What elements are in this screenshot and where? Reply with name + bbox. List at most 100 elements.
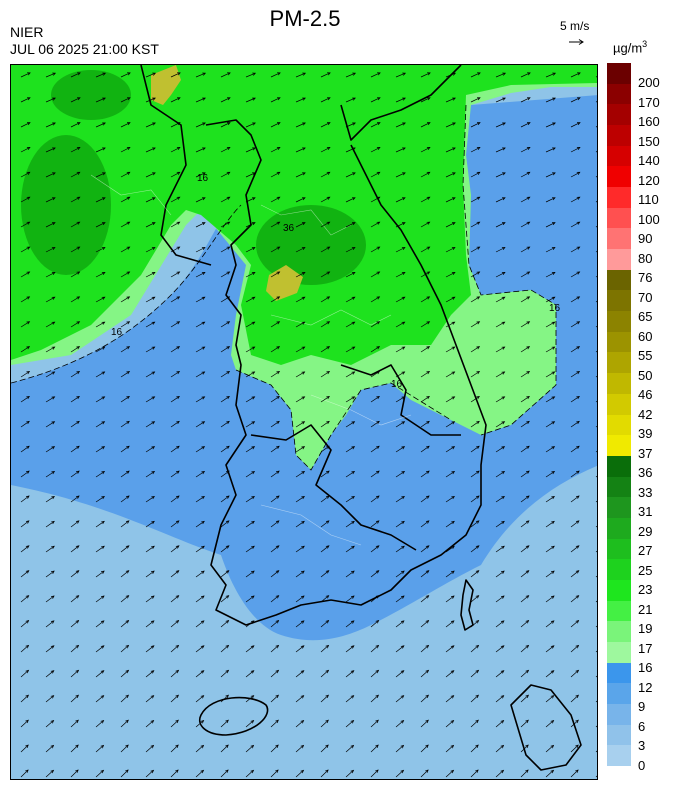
wind-arrow: [120, 645, 129, 653]
wind-arrow-head: [25, 520, 30, 524]
wind-arrow-head: [126, 221, 131, 225]
wind-arrow: [470, 321, 480, 328]
wind-arrow-head: [551, 321, 556, 325]
wind-arrow-head: [476, 147, 481, 151]
colorbar-swatch: [607, 249, 631, 271]
wind-arrow: [70, 72, 81, 78]
wind-arrow-head: [101, 247, 106, 251]
wind-arrow-head: [100, 769, 105, 774]
wind-arrow: [120, 196, 130, 203]
wind-arrow-head: [250, 645, 255, 649]
wind-arrow: [470, 670, 479, 678]
wind-arrow: [245, 72, 256, 78]
wind-arrow-head: [526, 196, 531, 200]
wind-arrow: [495, 545, 505, 553]
wind-arrow-head: [425, 744, 429, 749]
wind-arrow-head: [526, 420, 530, 425]
wind-arrow: [145, 521, 155, 528]
wind-arrow-head: [201, 346, 206, 350]
wind-arrow: [495, 770, 504, 778]
wind-arrow: [520, 321, 530, 328]
wind-arrow-head: [501, 446, 506, 450]
wind-arrow-head: [502, 147, 506, 151]
wind-arrow-head: [300, 719, 305, 724]
wind-arrow: [570, 744, 579, 753]
wind-arrow: [370, 271, 380, 278]
concentration-zone-dark-green: [51, 70, 131, 120]
forecast-timestamp: JUL 06 2025 21:00 KST: [10, 41, 159, 57]
wind-arrow-head: [201, 570, 205, 574]
wind-arrow: [295, 695, 304, 703]
wind-arrow-head: [451, 371, 456, 375]
wind-arrow-head: [77, 72, 81, 76]
wind-arrow: [170, 421, 180, 428]
wind-arrow-head: [51, 520, 55, 525]
wind-arrow-head: [226, 321, 231, 325]
wind-arrow-head: [351, 570, 355, 574]
wind-arrow: [120, 72, 131, 78]
wind-arrow-head: [100, 695, 105, 699]
wind-arrow: [120, 421, 130, 428]
wind-arrow: [145, 421, 155, 428]
wind-arrow: [470, 346, 480, 353]
wind-arrow-head: [452, 172, 456, 176]
wind-arrow-head: [376, 420, 380, 425]
wind-arrow-head: [451, 421, 456, 425]
wind-arrow: [195, 720, 204, 728]
wind-arrow-head: [527, 122, 531, 126]
wind-arrow: [295, 496, 305, 503]
wind-arrow: [295, 421, 305, 428]
wind-arrow: [395, 222, 406, 228]
wind-arrow: [170, 72, 181, 78]
wind-arrow: [395, 595, 405, 603]
wind-arrow: [320, 570, 330, 578]
wind-arrow: [395, 147, 406, 153]
wind-arrow: [95, 620, 105, 628]
concentration-zone-olive: [151, 65, 181, 105]
wind-arrow: [345, 570, 355, 578]
wind-arrow: [45, 247, 56, 253]
wind-arrow: [195, 197, 206, 203]
wind-arrow-head: [300, 645, 305, 649]
wind-arrow-head: [276, 395, 280, 400]
wind-arrow-head: [476, 321, 481, 325]
wind-arrow: [470, 645, 479, 653]
wind-arrow: [320, 769, 329, 778]
wind-arrow: [470, 421, 480, 428]
wind-arrow-head: [402, 197, 406, 201]
wind-arrow: [245, 122, 256, 128]
wind-arrow-head: [352, 72, 357, 76]
wind-arrow: [420, 595, 429, 603]
wind-arrow: [20, 421, 30, 428]
wind-arrow-head: [451, 495, 455, 500]
wind-arrow: [70, 371, 80, 378]
wind-arrow: [270, 769, 279, 778]
wind-arrow: [545, 247, 556, 253]
wind-arrow: [395, 521, 405, 528]
wind-arrow: [120, 271, 130, 278]
wind-arrow: [120, 570, 130, 578]
wind-arrow-head: [252, 147, 256, 151]
wind-arrow: [520, 744, 529, 753]
wind-arrow-head: [75, 769, 79, 773]
wind-arrow: [520, 645, 529, 653]
wind-arrow: [320, 495, 330, 503]
wind-arrow-head: [51, 595, 55, 599]
wind-arrow: [170, 645, 179, 653]
wind-arrow-head: [276, 196, 281, 200]
wind-arrow: [70, 595, 79, 603]
wind-arrow-head: [101, 396, 106, 400]
wind-arrow-head: [576, 196, 581, 200]
wind-arrow-head: [401, 396, 406, 400]
contour-lines: [11, 104, 557, 471]
wind-arrow: [320, 670, 329, 678]
wind-arrow-head: [551, 471, 556, 475]
wind-arrow: [520, 495, 530, 503]
wind-arrow-head: [276, 271, 281, 275]
wind-arrow-head: [352, 197, 356, 201]
wind-arrow-head: [400, 670, 405, 674]
wind-arrow-head: [550, 719, 555, 724]
wind-arrow-head: [151, 520, 155, 525]
wind-arrow: [570, 445, 580, 453]
colorbar-swatch: [607, 393, 631, 415]
